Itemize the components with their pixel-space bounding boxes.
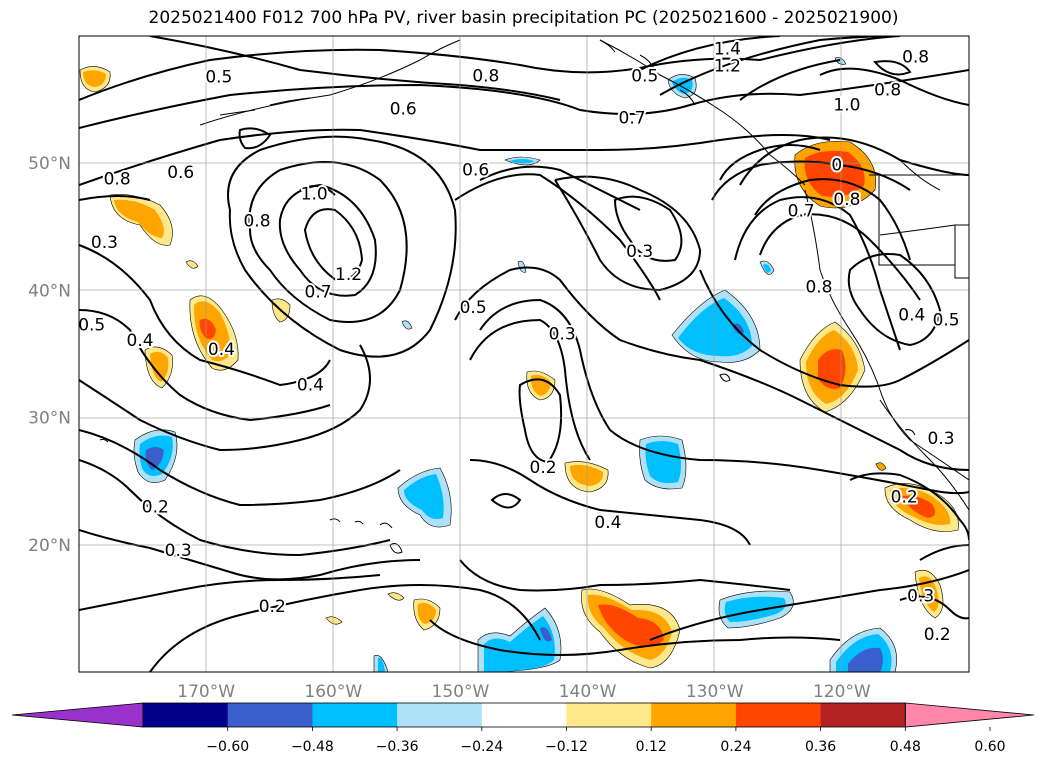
gridlines — [79, 36, 969, 672]
contour-label: 0.8 — [902, 47, 929, 67]
lon-tick-label: 170°W — [177, 682, 235, 702]
pv-contours — [79, 36, 969, 672]
lon-tick-label: 140°W — [559, 682, 617, 702]
colorbar-segment — [651, 703, 737, 727]
colorbar-tick-label: 0.36 — [805, 739, 836, 755]
contour-label: 0.3 — [91, 233, 118, 253]
contour-label: 0.4 — [127, 331, 154, 351]
contour-label: 1.2 — [714, 56, 741, 76]
contour-label: 0.3 — [626, 242, 653, 262]
contour-label: 0.3 — [165, 541, 192, 561]
map-plot-area: 0.50.60.8 0.50.71.41.2 0.80.81.00.6 0.61.00… — [78, 36, 969, 672]
contour-label: 0.2 — [891, 487, 918, 507]
contour-label: 0.5 — [460, 298, 487, 318]
contour-label: 0.8 — [833, 190, 860, 210]
contour-label: 1.2 — [335, 265, 362, 285]
colorbar-tick-label: −0.24 — [460, 739, 503, 755]
contour-label: 0.6 — [462, 161, 489, 181]
contour-label: 0.6 — [167, 163, 194, 183]
contour-label: 1.4 — [714, 40, 741, 60]
colorbar: −0.60 −0.48 −0.36 −0.24 −0.12 0.12 0.24 0.36 0.4… — [11, 702, 1035, 755]
contour-label: 0.5 — [933, 311, 960, 331]
colorbar-segment — [227, 703, 313, 727]
contour-label: 0.8 — [104, 169, 131, 189]
contour-label: 0.7 — [305, 283, 332, 303]
colorbar-extend-max — [904, 702, 1035, 728]
map-frame — [78, 35, 970, 673]
contour-label: 0.8 — [805, 278, 832, 298]
colorbar-segment — [566, 703, 652, 727]
contour-label: 0.7 — [788, 201, 815, 221]
contour-label: 0.5 — [78, 316, 105, 336]
lon-tick-label: 120°W — [813, 682, 871, 702]
lat-tick-label: 50°N — [28, 154, 71, 174]
contour-label: 1.0 — [833, 96, 860, 116]
axis-labels: 170°W 160°W 150°W 140°W 130°W 120°W 50°N 40°N 30… — [28, 154, 871, 702]
colorbar-segment — [820, 703, 906, 727]
contour-label: 0.2 — [142, 498, 169, 518]
colorbar-tick-label: −0.60 — [206, 739, 249, 755]
contour-label: 1.0 — [301, 185, 328, 205]
contour-label: 0.4 — [898, 306, 925, 326]
lat-tick-label: 30°N — [28, 409, 71, 429]
contour-label: 0.5 — [631, 66, 658, 86]
contour-label: 0 — [831, 155, 842, 175]
lon-tick-label: 130°W — [686, 682, 744, 702]
colorbar-tick-label: −0.48 — [291, 739, 334, 755]
colorbar-segment — [143, 703, 229, 727]
contour-label: 0.3 — [549, 325, 576, 345]
colorbar-segment — [735, 703, 822, 727]
contour-label: 0.2 — [924, 625, 951, 645]
contour-label: 0.4 — [297, 376, 324, 396]
contour-label: 0.8 — [243, 211, 270, 231]
contour-label: 0.7 — [619, 108, 646, 128]
contour-label: 0.2 — [530, 458, 557, 478]
lon-tick-label: 150°W — [432, 682, 490, 702]
contour-label: 0.8 — [472, 66, 499, 86]
colorbar-tick-label: 0.12 — [636, 739, 667, 755]
contour-label: 0.8 — [874, 80, 901, 100]
colorbar-tick-label: 0.48 — [890, 739, 921, 755]
colorbar-tick-label: −0.12 — [545, 739, 588, 755]
colorbar-tick-label: 0.60 — [974, 739, 1005, 755]
contour-label: 0.3 — [928, 429, 955, 449]
contour-label: 0.4 — [594, 513, 621, 533]
lon-tick-label: 160°W — [304, 682, 362, 702]
colorbar-tick-label: −0.36 — [376, 739, 419, 755]
lat-tick-label: 20°N — [28, 536, 71, 556]
colorbar-extend-min — [11, 702, 144, 728]
colorbar-segment — [481, 703, 567, 727]
contour-label: 0.2 — [259, 597, 286, 617]
contour-labels: 0.50.60.8 0.50.71.41.2 0.80.81.00.6 0.61.00… — [78, 38, 962, 647]
colorbar-segment — [397, 703, 483, 727]
lat-tick-label: 40°N — [28, 281, 71, 301]
contour-label: 0.3 — [907, 587, 934, 607]
contour-label: 0.6 — [390, 100, 417, 120]
contour-label: 0.4 — [208, 340, 235, 360]
contour-label: 0.5 — [205, 68, 232, 88]
map-title: 2025021400 F012 700 hPa PV, river basin … — [148, 8, 899, 28]
colorbar-tick-label: 0.24 — [720, 739, 751, 755]
colorbar-segment — [312, 703, 398, 727]
